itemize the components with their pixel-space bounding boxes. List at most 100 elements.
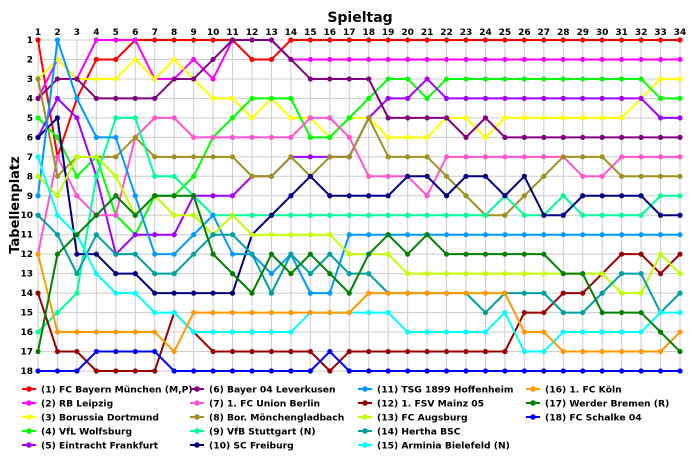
x-tick-label: 24 (479, 28, 492, 38)
legend-swatch-marker (26, 414, 32, 420)
data-point (657, 271, 664, 277)
series-layer (35, 37, 683, 374)
data-point (560, 56, 566, 63)
legend-label: (2) RB Leipzig (41, 399, 113, 410)
data-point (74, 95, 80, 102)
data-point (502, 76, 508, 82)
x-tick-label: 31 (615, 28, 628, 38)
data-point (482, 271, 489, 277)
data-point (638, 368, 644, 374)
data-point (541, 76, 547, 82)
data-point (132, 56, 138, 63)
legend-swatch-marker (26, 442, 32, 448)
data-point (482, 115, 489, 121)
legend-label: (18) FC Schalke 04 (545, 413, 642, 424)
data-point (619, 134, 625, 140)
x-tick-label: 27 (538, 28, 551, 38)
y-tick-label: 8 (27, 172, 33, 182)
data-point (268, 134, 275, 140)
data-point (113, 251, 119, 257)
series-line (37, 116, 680, 295)
data-point (268, 309, 275, 316)
data-point (580, 76, 586, 82)
data-point (580, 154, 586, 160)
x-tick-label: 20 (401, 28, 414, 38)
data-point (93, 271, 99, 277)
data-point (443, 271, 450, 277)
data-point (424, 134, 430, 140)
data-point (424, 329, 430, 335)
data-point (210, 309, 216, 316)
data-point (405, 348, 411, 355)
data-point (93, 37, 99, 43)
data-point (191, 309, 197, 316)
series-line (37, 39, 680, 295)
data-point (346, 368, 352, 374)
data-point (171, 309, 177, 316)
data-point (463, 193, 469, 199)
data-point (638, 290, 644, 296)
data-point (619, 76, 625, 82)
y-tick-label: 12 (20, 250, 33, 260)
x-tick-label: 13 (265, 28, 278, 38)
data-point (74, 173, 80, 179)
x-tick-label: 9 (191, 28, 197, 38)
x-tick-label: 3 (74, 28, 80, 38)
data-point (35, 134, 41, 140)
data-point (327, 193, 333, 199)
data-point (210, 251, 216, 257)
data-point (307, 251, 313, 257)
data-point (385, 37, 391, 43)
legend-item: (1) FC Bayern München (M,P) (22, 385, 193, 396)
data-point (619, 173, 625, 179)
data-point (677, 134, 683, 140)
data-point (424, 271, 430, 277)
data-point (385, 368, 391, 374)
data-point (346, 348, 352, 355)
data-point (424, 290, 430, 296)
data-point (171, 37, 177, 43)
data-point (424, 193, 430, 199)
x-tick-label: 30 (596, 28, 609, 38)
data-point (152, 37, 158, 43)
data-point (560, 290, 566, 296)
data-point (541, 329, 547, 335)
data-point (541, 251, 547, 257)
data-point (385, 134, 391, 140)
data-point (385, 309, 391, 316)
data-point (113, 56, 119, 63)
data-point (113, 212, 119, 218)
data-point (346, 271, 352, 277)
data-point (541, 232, 547, 238)
data-point (580, 37, 586, 43)
y-tick-label: 2 (27, 55, 33, 65)
data-point (54, 368, 61, 374)
data-point (35, 154, 41, 160)
data-point (307, 348, 313, 355)
data-point (619, 95, 625, 102)
data-point (249, 95, 255, 102)
data-point (482, 309, 489, 316)
data-point (93, 56, 99, 63)
data-point (560, 329, 566, 335)
data-point (657, 134, 664, 140)
data-point (74, 193, 80, 199)
data-point (132, 95, 138, 102)
data-point (366, 56, 372, 63)
data-point (346, 193, 352, 199)
y-tick-label: 16 (20, 328, 33, 338)
data-point (152, 173, 158, 179)
data-point (443, 329, 450, 335)
data-point (560, 76, 566, 82)
data-point (443, 212, 450, 218)
data-point (307, 134, 313, 140)
x-tick-label: 29 (576, 28, 589, 38)
data-point (288, 251, 294, 257)
x-tick-label: 10 (207, 28, 220, 38)
legend-item: (5) Eintracht Frankfurt (22, 441, 159, 452)
data-point (599, 290, 605, 296)
data-point (677, 115, 683, 121)
data-point (638, 76, 644, 82)
legend-label: (8) Bor. Mönchengladbach (209, 413, 344, 424)
x-tick-label: 17 (343, 28, 356, 38)
